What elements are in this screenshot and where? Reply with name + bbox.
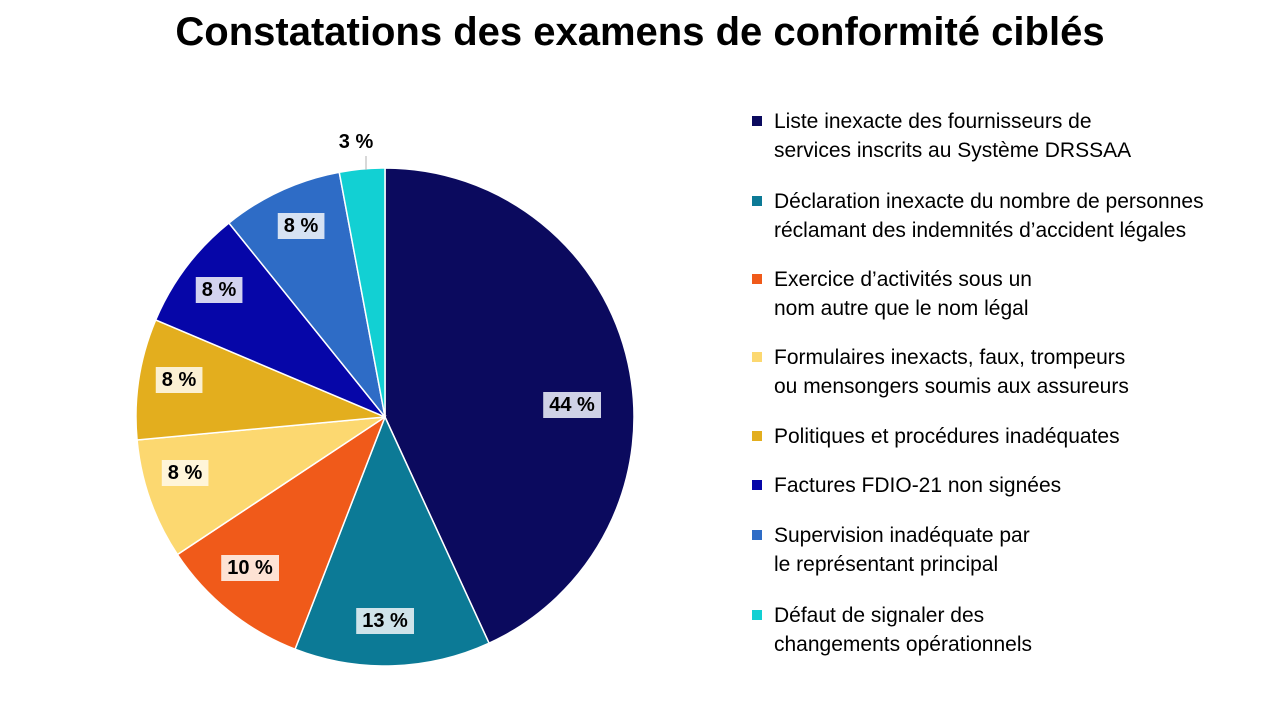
data-label-8: 3 % — [332, 129, 380, 155]
data-label-7: 8 % — [277, 213, 325, 239]
data-label-text: 3 % — [339, 131, 374, 153]
legend-label: Supervision inadéquate par le représenta… — [774, 524, 1030, 576]
data-label-background — [543, 392, 602, 418]
data-label-text: 8 % — [202, 279, 237, 301]
data-label-text: 10 % — [227, 557, 273, 579]
data-label-3: 10 % — [221, 555, 280, 581]
data-label-background — [356, 608, 415, 634]
legend-label: Déclaration inexacte du nombre de person… — [774, 190, 1204, 242]
data-label-5: 8 % — [155, 367, 203, 393]
data-label-background — [277, 213, 325, 239]
pie-slice-5 — [135, 318, 386, 441]
legend-swatch — [752, 116, 762, 126]
legend-swatch — [752, 352, 762, 362]
data-label-text: 13 % — [362, 610, 408, 632]
data-label-6: 8 % — [195, 277, 243, 303]
data-label-background — [155, 367, 203, 393]
legend-swatch — [752, 431, 762, 441]
data-label-text: 8 % — [162, 369, 197, 391]
data-label-background — [161, 460, 209, 486]
legend-swatch — [752, 610, 762, 620]
pie-slice-1 — [384, 167, 635, 645]
pie-slice-3 — [176, 415, 387, 651]
legend-label: Exercice d’activités sous un nom autre q… — [774, 268, 1032, 320]
pie-slice-4 — [136, 416, 386, 556]
legend-label: Factures FDIO-21 non signées — [774, 474, 1062, 497]
legend-swatch — [752, 274, 762, 284]
legend-label: Formulaires inexacts, faux, trompeurs ou… — [774, 346, 1129, 398]
chart-title: Constatations des examens de conformité … — [175, 10, 1105, 54]
data-label-text: 44 % — [549, 394, 595, 416]
legend-swatch — [752, 196, 762, 206]
data-label-2: 13 % — [356, 608, 415, 634]
pie-slice-8 — [338, 167, 386, 418]
legend-swatch — [752, 530, 762, 540]
data-label-1: 44 % — [543, 392, 602, 418]
pie-slice-2 — [294, 415, 491, 667]
legend-label: Politiques et procédures inadéquates — [774, 425, 1120, 448]
data-label-text: 8 % — [168, 462, 203, 484]
data-label-background — [332, 129, 380, 155]
legend-label: Liste inexacte des fournisseurs de servi… — [774, 110, 1132, 162]
data-label-background — [221, 555, 280, 581]
pie-slice-7 — [227, 171, 386, 418]
pie-slice-6 — [154, 221, 386, 418]
data-label-4: 8 % — [161, 460, 209, 486]
legend-swatch — [752, 480, 762, 490]
legend-label: Défaut de signaler des changements opéra… — [774, 604, 1033, 656]
data-label-background — [195, 277, 243, 303]
data-label-text: 8 % — [284, 215, 319, 237]
